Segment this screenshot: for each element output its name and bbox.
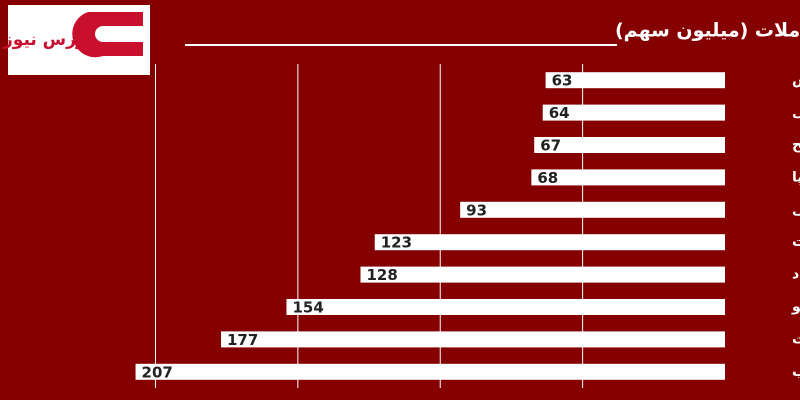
- bar: [545, 72, 725, 89]
- bar: [286, 299, 725, 315]
- value-label: 207: [142, 363, 173, 381]
- chart-title: 10 شرکت با بیشترین حجم معاملات (میلیون س…: [615, 20, 800, 42]
- value-label: 128: [367, 266, 398, 284]
- logo-text: بورس نیوز: [2, 30, 93, 50]
- bar: [531, 169, 725, 186]
- category-label: کاوهح: [792, 137, 800, 153]
- logo: بورس نیوز: [2, 5, 150, 75]
- bar: [220, 331, 725, 348]
- bar: [460, 201, 725, 218]
- logo-shape: [95, 44, 143, 54]
- value-label: 123: [381, 234, 412, 252]
- value-label: 67: [540, 137, 561, 155]
- value-label: 93: [466, 201, 487, 219]
- category-label: وبملت: [792, 234, 800, 250]
- category-label: ذوب: [792, 364, 800, 380]
- category-label: شپلی: [792, 105, 800, 121]
- bar: [360, 266, 725, 283]
- category-label: خپارس: [792, 72, 800, 88]
- category-label: تاپیکو: [791, 299, 800, 315]
- bar: [534, 137, 725, 153]
- value-label: 68: [537, 169, 558, 187]
- category-label: فولاد: [792, 267, 800, 283]
- category-label: خساپا: [792, 169, 800, 185]
- bar: [135, 363, 726, 380]
- value-label: 177: [227, 331, 258, 349]
- bar: [542, 104, 725, 121]
- bar: [374, 234, 725, 251]
- value-label: 154: [292, 299, 323, 317]
- category-label: فملی: [792, 202, 800, 218]
- value-label: 63: [552, 72, 573, 90]
- value-label: 64: [549, 104, 570, 122]
- category-label: وتجارت: [792, 331, 800, 347]
